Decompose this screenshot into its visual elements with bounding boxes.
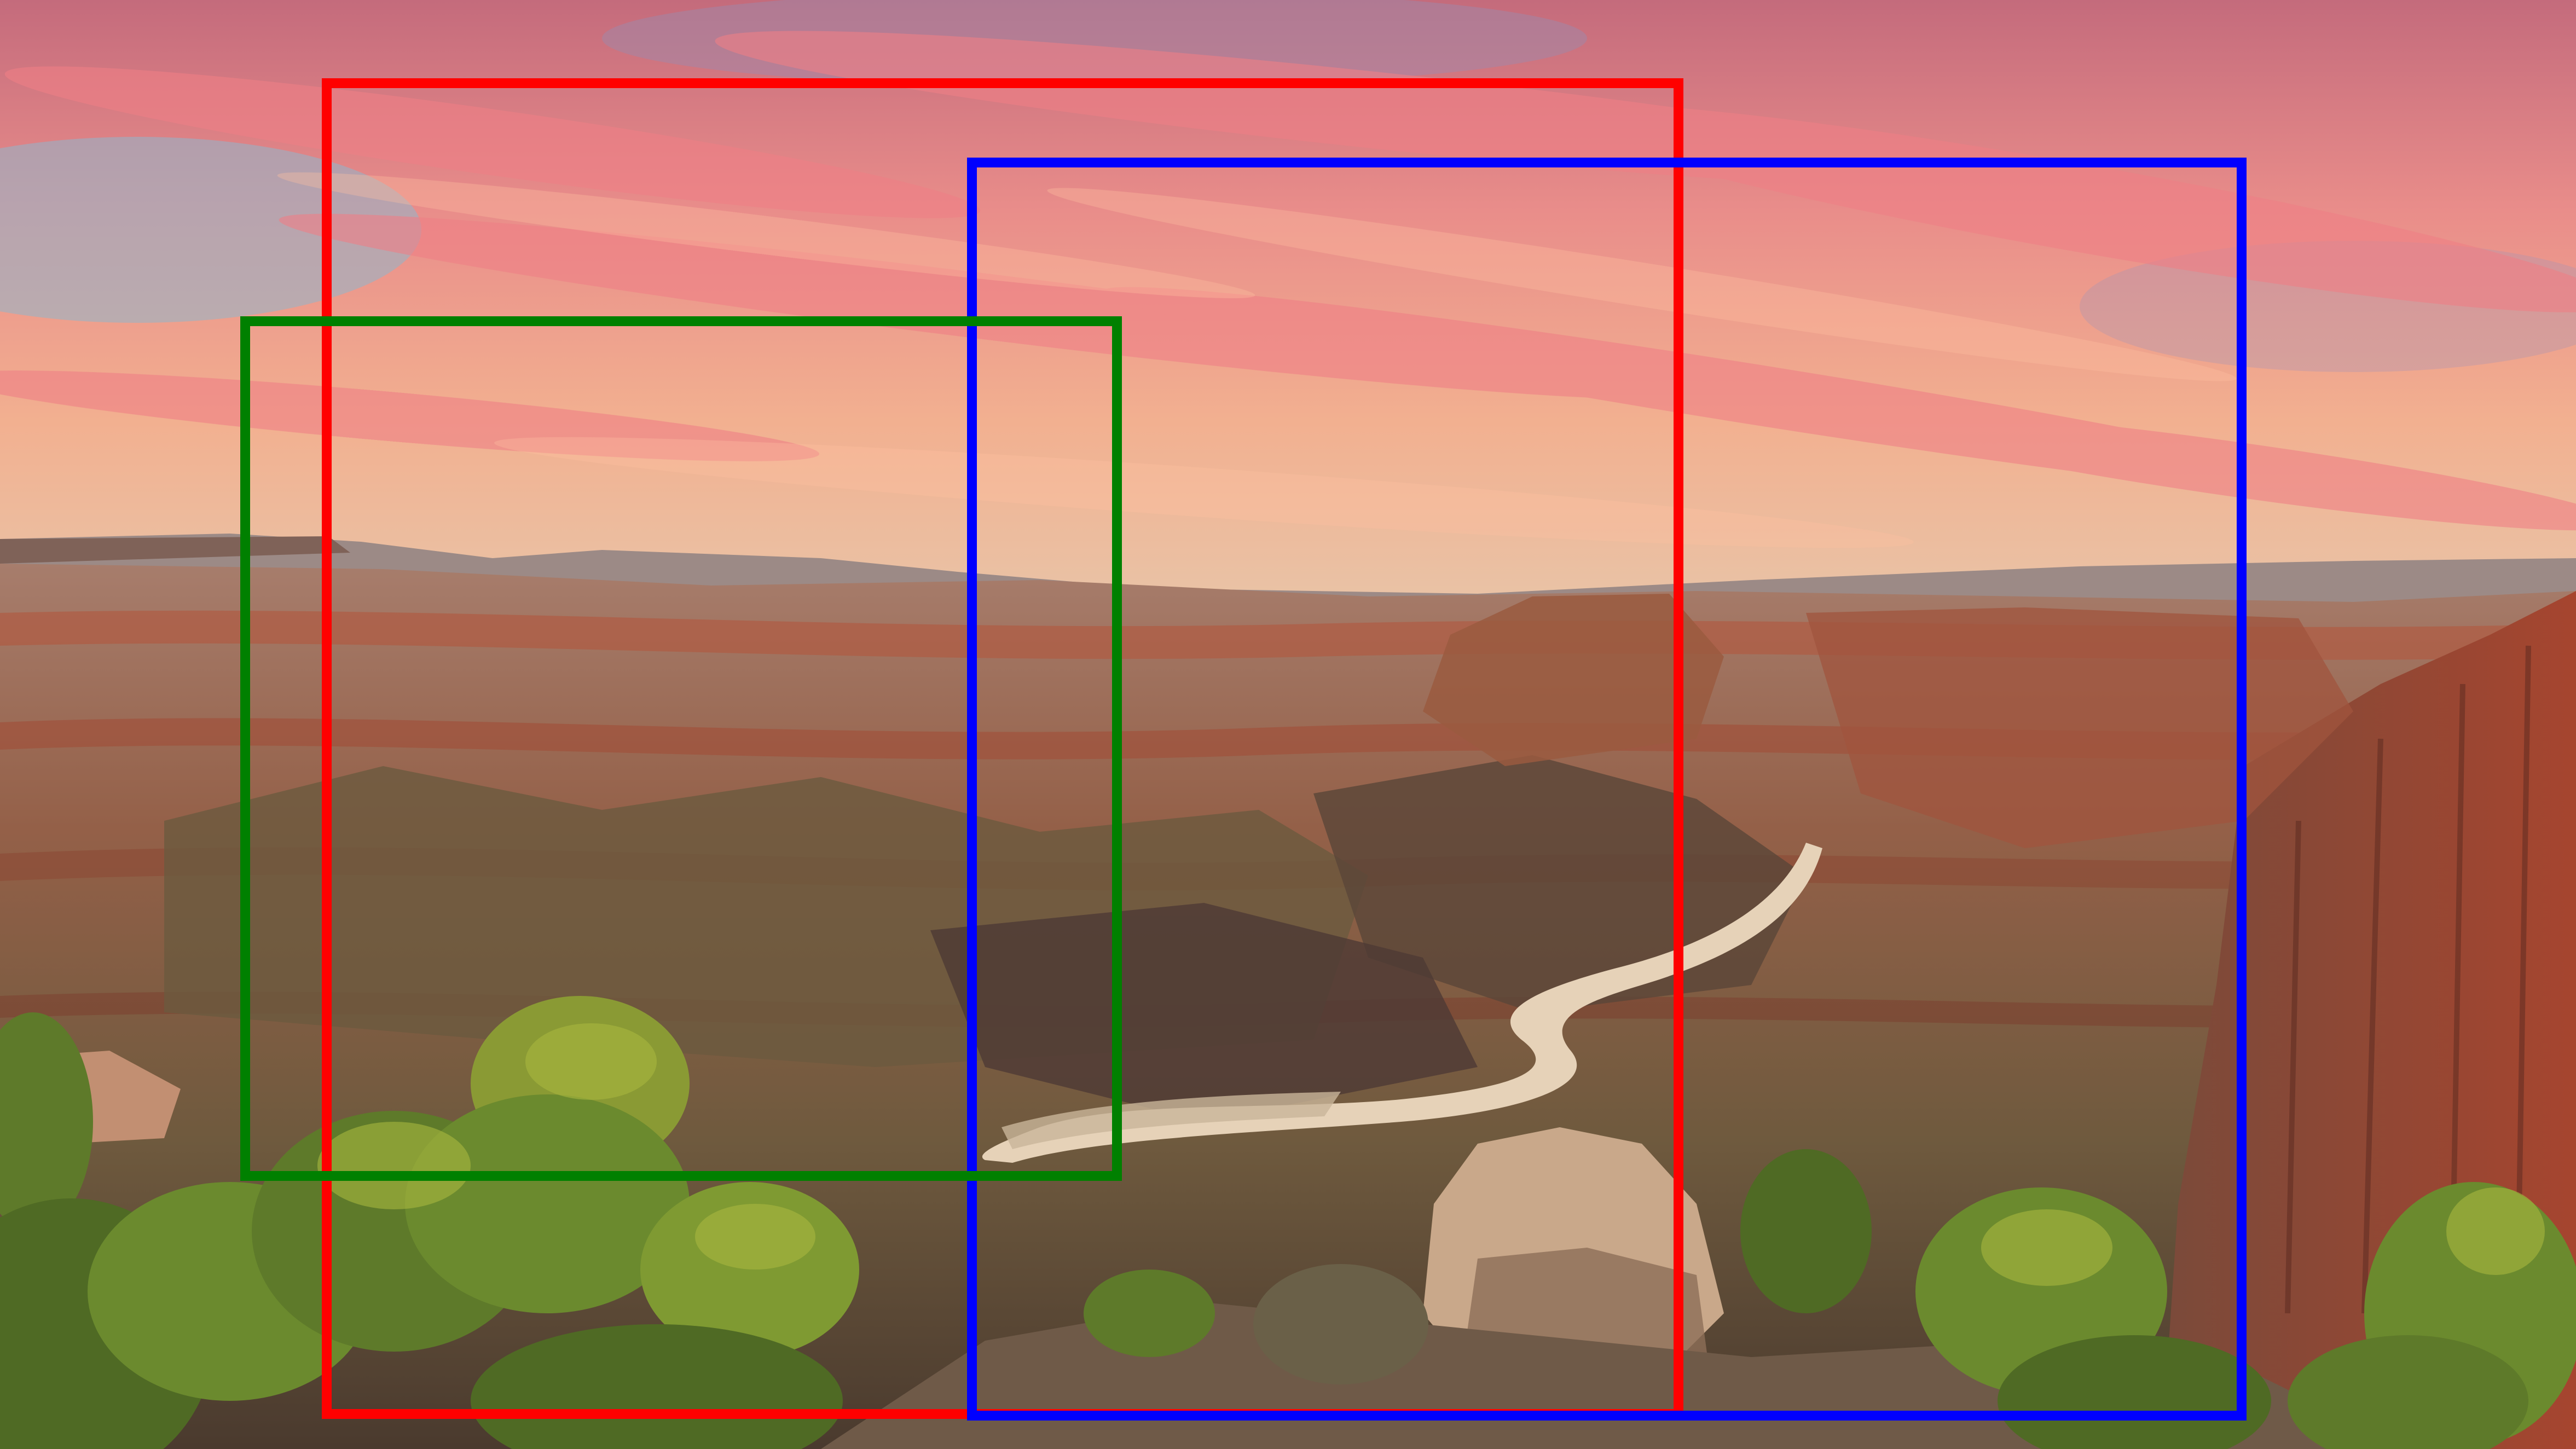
river-sandbar bbox=[1002, 1092, 1341, 1149]
blue-box bbox=[967, 158, 2247, 1421]
mid-right-canyon-wall bbox=[1806, 607, 2353, 848]
foreground-trees bbox=[0, 996, 2576, 1449]
cloud-streaks bbox=[0, 31, 2576, 531]
center-mesa bbox=[1423, 594, 1724, 766]
cloud-highlights bbox=[277, 172, 2237, 548]
sky-blue-patch bbox=[0, 137, 421, 323]
tree-highlights bbox=[317, 1023, 2545, 1286]
canyon-buttes bbox=[164, 755, 1806, 1122]
green-box bbox=[240, 316, 1122, 1181]
far-mesa-left bbox=[0, 536, 350, 564]
